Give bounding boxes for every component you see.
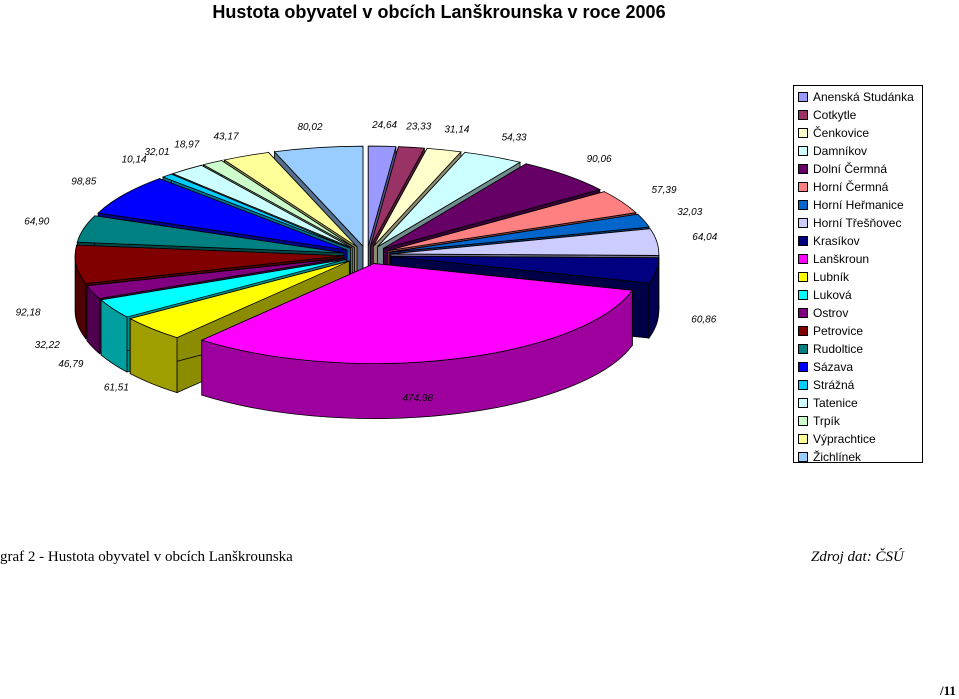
legend-swatch — [798, 326, 808, 336]
data-label: 46,79 — [58, 359, 83, 370]
legend-swatch — [798, 290, 808, 300]
data-label: 474,98 — [403, 393, 434, 404]
legend-swatch — [798, 182, 808, 192]
legend-item: Horní Třešňovec — [798, 214, 922, 232]
legend-label: Horní Třešňovec — [813, 216, 901, 230]
data-label: 10,14 — [122, 155, 147, 166]
legend-item: Krasíkov — [798, 232, 922, 250]
legend-label: Rudoltice — [813, 342, 863, 356]
legend-label: Žichlínek — [813, 450, 861, 464]
data-label: 64,04 — [692, 232, 717, 243]
legend-label: Tatenice — [813, 396, 858, 410]
legend-label: Petrovice — [813, 324, 863, 338]
legend-item: Luková — [798, 286, 922, 304]
data-label: 92,18 — [16, 308, 41, 319]
legend-swatch — [798, 272, 808, 282]
legend-item: Čenkovice — [798, 124, 922, 142]
data-label: 98,85 — [71, 177, 96, 188]
legend-item: Strážná — [798, 376, 922, 394]
legend-item: Petrovice — [798, 322, 922, 340]
legend-swatch — [798, 434, 808, 444]
legend-label: Sázava — [813, 360, 853, 374]
legend-label: Trpík — [813, 414, 840, 428]
data-label: 23,33 — [405, 122, 431, 133]
legend-item: Lanškroun — [798, 250, 922, 268]
data-label: 60,86 — [691, 315, 716, 326]
data-label: 90,06 — [587, 154, 612, 165]
figure-caption: graf 2 - Hustota obyvatel v obcích Lanšk… — [0, 549, 293, 566]
data-label: 61,51 — [104, 382, 129, 393]
legend-swatch — [798, 110, 808, 120]
legend-label: Výprachtice — [813, 432, 876, 446]
data-source: Zdroj dat: ČSÚ — [811, 549, 904, 566]
data-label: 32,22 — [35, 340, 60, 351]
data-label: 32,03 — [677, 207, 702, 218]
legend-item: Lubník — [798, 268, 922, 286]
legend-item: Damníkov — [798, 142, 922, 160]
legend-swatch — [798, 398, 808, 408]
legend-label: Luková — [813, 288, 852, 302]
legend-item: Anenská Studánka — [798, 88, 922, 106]
legend-item: Rudoltice — [798, 340, 922, 358]
legend-swatch — [798, 200, 808, 210]
legend-label: Ostrov — [813, 306, 848, 320]
legend-swatch — [798, 416, 808, 426]
legend-swatch — [798, 146, 808, 156]
data-label: 80,02 — [297, 122, 322, 133]
legend-swatch — [798, 362, 808, 372]
data-label: 54,33 — [502, 133, 527, 144]
legend-item: Cotkytle — [798, 106, 922, 124]
legend-swatch — [798, 344, 808, 354]
legend-label: Cotkytle — [813, 108, 856, 122]
legend-label: Strážná — [813, 378, 854, 392]
legend-item: Sázava — [798, 358, 922, 376]
chart-legend: Anenská Studánka Cotkytle Čenkovice Damníko… — [793, 85, 923, 463]
legend-label: Horní Heřmanice — [813, 198, 904, 212]
legend-label: Horní Čermná — [813, 180, 888, 194]
legend-swatch — [798, 254, 808, 264]
legend-swatch — [798, 128, 808, 138]
data-label: 32,01 — [144, 147, 169, 158]
data-label: 57,39 — [651, 185, 676, 196]
legend-item: Tatenice — [798, 394, 922, 412]
legend-label: Dolní Čermná — [813, 162, 887, 176]
legend-swatch — [798, 236, 808, 246]
data-label: 31,14 — [444, 125, 469, 136]
legend-item: Horní Čermná — [798, 178, 922, 196]
legend-label: Krasíkov — [813, 234, 860, 248]
legend-swatch — [798, 92, 808, 102]
legend-swatch — [798, 308, 808, 318]
data-label: 43,17 — [213, 132, 238, 143]
legend-item: Žichlínek — [798, 448, 922, 466]
legend-swatch — [798, 452, 808, 462]
data-label: 24,64 — [371, 120, 397, 131]
legend-item: Dolní Čermná — [798, 160, 922, 178]
legend-label: Čenkovice — [813, 126, 869, 140]
legend-swatch — [798, 164, 808, 174]
legend-label: Damníkov — [813, 144, 867, 158]
legend-swatch — [798, 218, 808, 228]
legend-item: Výprachtice — [798, 430, 922, 448]
legend-label: Anenská Studánka — [813, 90, 914, 104]
legend-item: Ostrov — [798, 304, 922, 322]
data-label: 64,90 — [24, 216, 49, 227]
legend-item: Horní Heřmanice — [798, 196, 922, 214]
legend-label: Lanškroun — [813, 252, 869, 266]
legend-item: Trpík — [798, 412, 922, 430]
data-label: 18,97 — [174, 139, 199, 150]
legend-swatch — [798, 380, 808, 390]
legend-label: Lubník — [813, 270, 849, 284]
